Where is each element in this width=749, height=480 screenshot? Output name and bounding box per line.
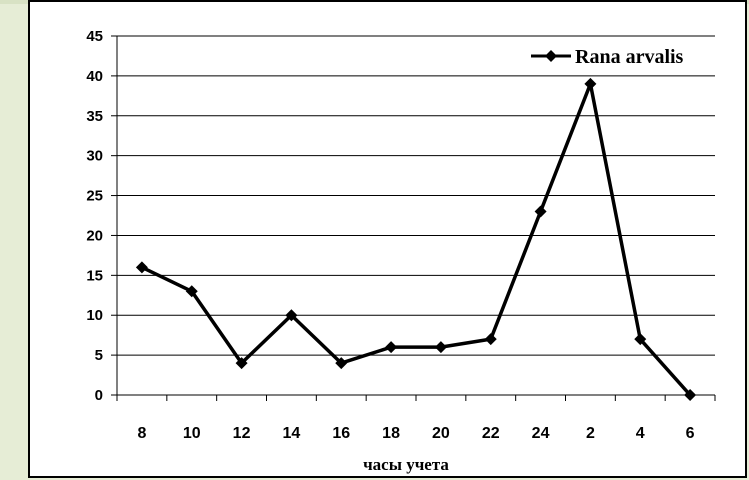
- data-point-8: [135, 261, 148, 274]
- y-tick-label: 30: [86, 148, 103, 165]
- x-tick-label: 2: [586, 425, 595, 442]
- x-tick-label: 4: [636, 425, 645, 442]
- gridlines: [117, 35, 715, 356]
- series-rana-arvalis: [135, 77, 697, 401]
- y-tick-label: 10: [86, 307, 103, 324]
- y-tick-label: 45: [86, 28, 103, 45]
- x-axis-label: часы учета: [363, 455, 449, 474]
- y-tick-label: 0: [95, 387, 103, 404]
- x-tick-label: 8: [137, 425, 146, 442]
- y-tick-labels: 0 5 10 15 20 25 30 35 40 45: [86, 28, 103, 404]
- data-point-6: [684, 389, 697, 401]
- x-tick-label: 18: [382, 425, 400, 442]
- data-point-16: [335, 357, 348, 370]
- x-tick-label: 14: [283, 425, 301, 442]
- data-point-24: [534, 205, 547, 218]
- legend-marker: [545, 50, 557, 62]
- data-point-14: [285, 309, 298, 322]
- y-tick-label: 35: [86, 108, 103, 125]
- x-tick-label: 20: [432, 425, 450, 442]
- y-tick-label: 40: [86, 68, 103, 85]
- y-tick-label: 5: [95, 347, 103, 364]
- x-tick-label: 6: [686, 425, 695, 442]
- x-tick-label: 22: [482, 425, 500, 442]
- data-point-10: [185, 285, 198, 298]
- x-tick-label: 16: [332, 425, 350, 442]
- data-point-18: [385, 341, 398, 354]
- x-tick-labels: 8 10 12 14 16 18 20 22 24 2 4 6: [137, 425, 694, 442]
- data-point-4: [634, 333, 647, 346]
- legend-label: Rana arvalis: [575, 46, 684, 68]
- data-point-2: [584, 77, 597, 90]
- y-tick-label: 20: [86, 227, 103, 244]
- chart-frame: [28, 0, 747, 478]
- axes: [111, 35, 716, 401]
- series-line: [141, 82, 692, 397]
- legend: Rana arvalis: [531, 46, 684, 68]
- x-tick-label: 24: [532, 425, 550, 442]
- data-point-20: [434, 341, 447, 354]
- x-tick-label: 10: [183, 425, 201, 442]
- y-tick-label: 25: [86, 188, 103, 205]
- y-tick-label: 15: [86, 267, 103, 284]
- x-tick-label: 12: [233, 425, 251, 442]
- data-point-12: [235, 357, 248, 370]
- data-point-22: [484, 333, 497, 346]
